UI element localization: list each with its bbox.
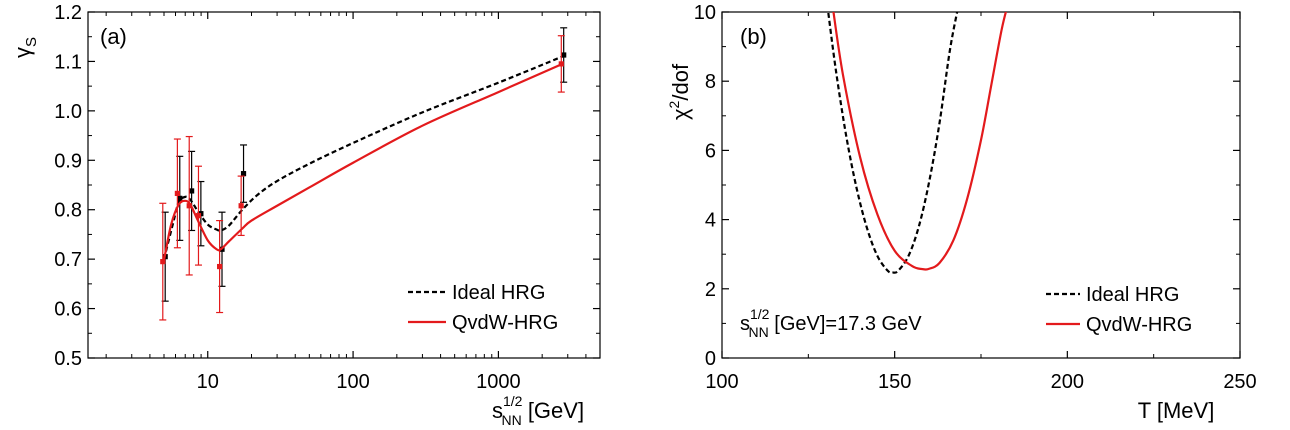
- data-point-qvdw-hrg: [558, 61, 564, 67]
- y-tick-label-a: 0.5: [54, 348, 82, 370]
- x-tick-label-a: 100: [336, 371, 369, 393]
- data-point-ideal-hrg: [189, 188, 195, 194]
- series-line-qvdw-hrg-a: [162, 62, 563, 261]
- y-tick-label-b: 8: [705, 71, 716, 93]
- x-tick-label-b: 250: [1223, 371, 1256, 393]
- legend-b-ideal-label: Ideal HRG: [1086, 284, 1179, 306]
- x-tick-label-a: 10: [197, 371, 219, 393]
- y-tick-label-a: 0.6: [54, 299, 82, 321]
- x-axis-label-a: s1/2 NN [GeV]: [492, 393, 584, 428]
- x-tick-label-b: 100: [705, 371, 738, 393]
- data-point-qvdw-hrg: [174, 190, 180, 197]
- y-tick-label-b: 0: [705, 348, 716, 370]
- panel-a: 10 100 1000 0.5 0.6 0.7 0.8 0.9 1.0 1.1 1.2 (a) γS…: [10, 2, 601, 428]
- y-tick-label-b: 6: [705, 140, 716, 162]
- x-axis-label-b: T [MeV]: [1138, 398, 1215, 423]
- x-axis-label-a-unit: [GeV]: [522, 398, 584, 423]
- data-point-qvdw-hrg: [217, 263, 223, 270]
- data-point-ideal-hrg: [240, 171, 247, 177]
- y-tick-label-b: 10: [694, 2, 716, 24]
- panel-a-frame: [87, 11, 601, 359]
- y-tick-label-a: 0.9: [54, 150, 82, 172]
- y-tick-label-a: 0.7: [54, 249, 82, 271]
- data-point-ideal-hrg: [177, 195, 183, 201]
- legend-b: Ideal HRG QvdW-HRG: [1046, 284, 1192, 336]
- y-tick-label-a: 1.1: [54, 51, 82, 73]
- series-line-ideal-hrg-b: [827, 12, 959, 274]
- energy-annotation-sup: 1/2: [750, 306, 770, 322]
- y-tick-label-a: 0.8: [54, 200, 82, 222]
- x-tick-label-b: 150: [878, 371, 911, 393]
- data-point-qvdw-hrg: [238, 203, 244, 209]
- data-point-qvdw-hrg: [186, 203, 192, 209]
- x-axis-label-a-sub: NN: [501, 412, 521, 428]
- y-axis-label-a: γS: [10, 37, 40, 58]
- legend-a-ideal-label: Ideal HRG: [452, 282, 545, 304]
- y-axis-label-b-sup: 2: [666, 100, 682, 108]
- x-tick-label-a: 1000: [476, 371, 521, 393]
- data-point-qvdw-hrg: [160, 259, 166, 265]
- y-axis-label-b: χ2/dof: [666, 63, 693, 120]
- data-point-qvdw-hrg: [195, 213, 202, 219]
- energy-annotation: s1/2 NN [GeV]=17.3 GeV: [740, 306, 922, 340]
- energy-annotation-rest: [GeV]=17.3 GeV: [769, 313, 923, 335]
- x-tick-label-b: 200: [1051, 371, 1084, 393]
- legend-b-qvdw-label: QvdW-HRG: [1086, 314, 1192, 336]
- y-tick-label-a: 1.0: [54, 101, 82, 123]
- series-line-ideal-hrg-a: [162, 55, 563, 260]
- legend-a: Ideal HRG QvdW-HRG: [408, 282, 558, 334]
- legend-a-qvdw-label: QvdW-HRG: [452, 312, 558, 334]
- y-axis-label-b-rest: /dof: [668, 63, 693, 101]
- panel-a-label: (a): [100, 24, 127, 49]
- y-axis-label-b-main: χ: [668, 108, 693, 120]
- panel-b-frame: [721, 11, 1241, 359]
- y-axis-label-a-main: γ: [10, 47, 35, 58]
- energy-annotation-sub: NN: [748, 324, 768, 340]
- y-axis-label-a-sub: S: [23, 37, 40, 47]
- y-tick-label-b: 2: [705, 279, 716, 301]
- y-tick-label-a: 1.2: [54, 2, 82, 24]
- x-axis-label-a-main: s: [492, 398, 503, 423]
- energy-annotation-main: s: [740, 313, 750, 335]
- x-axis-label-a-sup: 1/2: [503, 393, 523, 409]
- data-point-ideal-hrg: [561, 52, 567, 58]
- series-line-qvdw-hrg-b: [832, 12, 1007, 271]
- y-tick-label-b: 4: [705, 210, 716, 232]
- panel-b-label: (b): [740, 24, 767, 49]
